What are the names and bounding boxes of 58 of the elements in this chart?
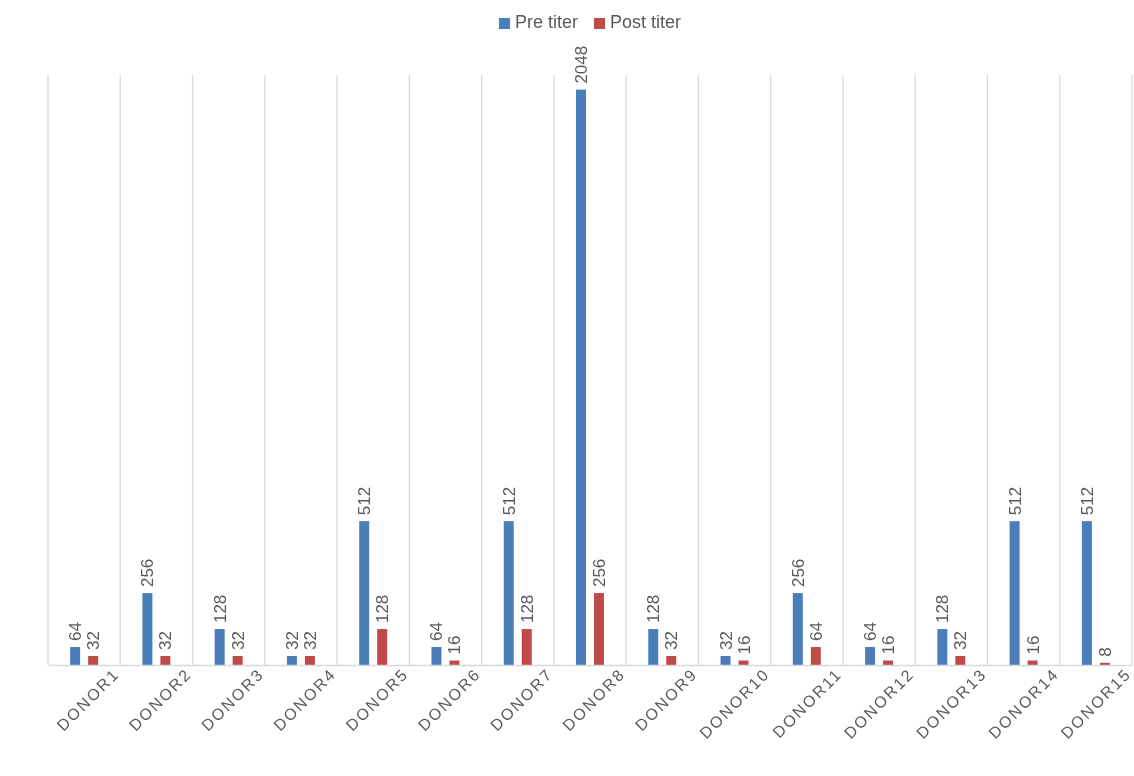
data-label: 2048 [572,45,591,84]
bar [431,647,442,665]
data-label: 16 [734,635,754,655]
data-label: 64 [427,622,447,642]
bar [576,89,586,665]
data-label: 16 [445,635,465,655]
data-label: 64 [66,622,86,642]
bar [1009,521,1020,665]
bar [232,656,243,665]
data-label: 32 [84,631,104,651]
bar [1081,521,1092,665]
data-label: 32 [662,631,682,651]
data-label: 128 [210,594,230,624]
bar [810,647,821,665]
data-label: 128 [644,594,664,624]
bar [648,629,659,665]
data-label: 32 [228,631,248,651]
data-label: 256 [788,558,808,588]
bar [521,629,532,665]
bar [304,656,315,665]
data-label: 512 [1077,486,1097,516]
bar [594,593,604,665]
data-label: 32 [282,631,302,651]
data-label: 128 [373,594,393,624]
bar [666,656,677,665]
bar [503,521,514,665]
bar [214,629,225,665]
data-label: 32 [716,631,736,651]
data-label: 32 [951,631,971,651]
data-label: 8 [1095,647,1115,657]
data-label: 256 [590,558,609,588]
data-label: 512 [355,486,375,516]
data-label: 64 [861,622,881,642]
data-label: 256 [138,558,158,588]
bar [792,593,803,665]
bar [1099,662,1110,665]
bar [377,629,388,665]
bar [865,647,876,665]
data-label: 32 [156,631,176,651]
bar [142,593,153,665]
bar [160,656,171,665]
data-label: 512 [1005,486,1025,516]
bar [955,656,966,665]
bar [720,656,731,665]
bar [286,656,297,665]
data-label: 16 [1023,635,1043,655]
data-label: 32 [300,631,320,651]
data-label: 128 [517,594,537,624]
bar [88,656,99,665]
bar [359,521,370,665]
data-label: 16 [879,635,899,655]
bar [937,629,948,665]
data-label: 128 [933,594,953,624]
data-label: 512 [499,486,519,516]
data-label: 64 [806,622,826,642]
legend-label: Post titer [610,12,682,32]
bar [70,647,81,665]
legend-label: Pre titer [514,12,578,32]
